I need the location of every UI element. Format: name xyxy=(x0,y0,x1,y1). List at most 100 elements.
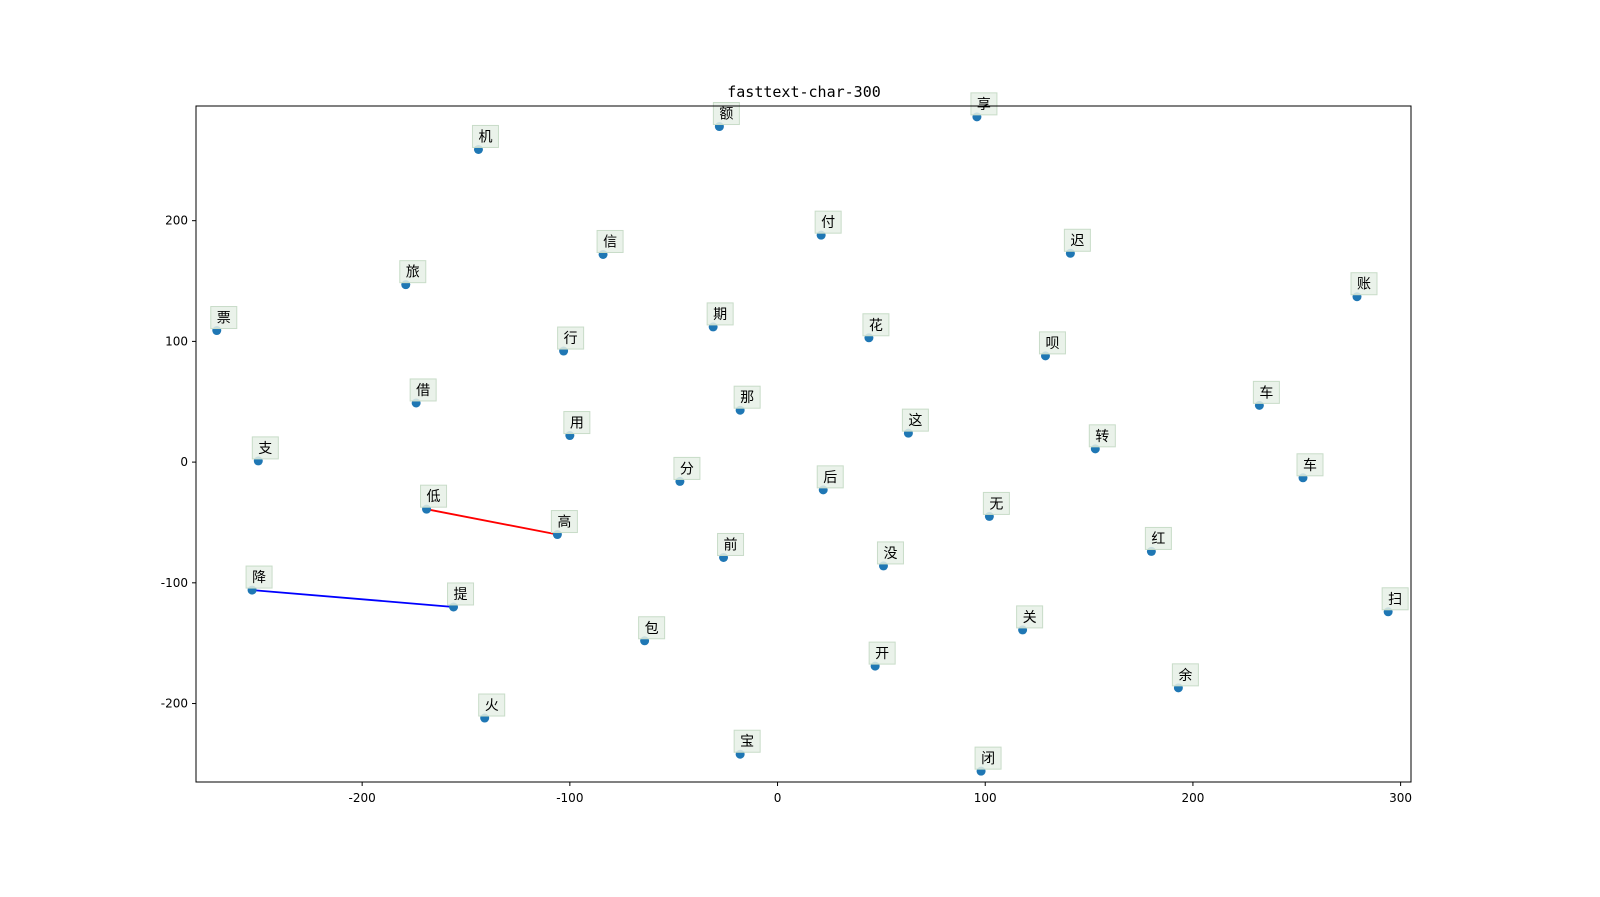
point-label-text: 车 xyxy=(1259,384,1273,401)
point-label: 花 xyxy=(862,313,890,337)
x-tick-label: 0 xyxy=(774,791,782,805)
point-label-box xyxy=(717,532,745,556)
point-label-text: 迟 xyxy=(1070,233,1084,249)
point-label-text: 票 xyxy=(217,311,231,327)
point-label-text: 转 xyxy=(1095,429,1109,445)
point-label: 用 xyxy=(563,411,591,435)
point-label-box xyxy=(1350,272,1378,296)
point-label-text: 机 xyxy=(478,129,492,145)
y-axis: -200 -100 0 100 200 xyxy=(161,214,196,711)
point-label-text: 车 xyxy=(1303,457,1317,474)
point-label: 降 xyxy=(245,565,273,589)
point-label-text: 提 xyxy=(454,587,468,603)
x-tick-label: -200 xyxy=(349,791,376,805)
point-label-box xyxy=(974,746,1002,770)
y-tick-label: -100 xyxy=(161,576,188,590)
point-label: 期 xyxy=(706,302,734,326)
point-label-box xyxy=(901,408,929,432)
point-label-box xyxy=(1144,526,1172,550)
point-label: 包 xyxy=(638,616,666,640)
x-tick-label: 300 xyxy=(1389,791,1412,805)
point-label-box xyxy=(1016,605,1044,629)
point-label-box xyxy=(1252,380,1280,404)
point-label-text: 那 xyxy=(740,390,754,406)
point-label: 红 xyxy=(1144,526,1172,550)
point-label: 开 xyxy=(868,641,896,665)
point-label-box xyxy=(876,541,904,565)
point-label: 关 xyxy=(1016,605,1044,629)
point-label-text: 后 xyxy=(823,470,837,486)
point-label-box xyxy=(706,302,734,326)
point-label-text: 没 xyxy=(883,546,897,562)
point-label-text: 旅 xyxy=(406,265,420,281)
point-label-text: 呗 xyxy=(1045,336,1059,352)
point-label-text: 宝 xyxy=(740,734,754,750)
point-label: 分 xyxy=(673,456,701,480)
point-label-box xyxy=(245,565,273,589)
point-label: 借 xyxy=(409,378,437,402)
x-tick-label: -100 xyxy=(556,791,583,805)
point-label: 享 xyxy=(970,92,998,116)
point-label-box xyxy=(1381,587,1409,611)
point-label-text: 开 xyxy=(875,646,889,662)
point-label-box xyxy=(409,378,437,402)
y-tick-label: -200 xyxy=(161,697,188,711)
point-label: 付 xyxy=(814,210,842,234)
point-label-box xyxy=(550,510,578,534)
point-label-text: 行 xyxy=(564,331,578,347)
point-label-text: 包 xyxy=(645,621,659,637)
point-label: 闭 xyxy=(974,746,1002,770)
point-label-box xyxy=(1088,424,1116,448)
point-label: 支 xyxy=(251,436,279,460)
point-label: 额 xyxy=(712,102,740,126)
point-label-text: 前 xyxy=(724,536,738,553)
point-label-box xyxy=(210,306,238,330)
chart-title: fasttext-char-300 xyxy=(727,83,881,101)
point-label: 后 xyxy=(816,465,844,489)
point-label: 转 xyxy=(1088,424,1116,448)
plot-area-frame xyxy=(195,105,1412,783)
point-label-text: 借 xyxy=(416,383,430,399)
point-label-text: 期 xyxy=(713,307,727,323)
point-label-box xyxy=(733,729,761,753)
point-label-box xyxy=(1038,331,1066,355)
y-tick-label: 100 xyxy=(165,334,188,348)
scatter-points xyxy=(212,112,1393,776)
point-label: 车 xyxy=(1296,453,1324,477)
point-label-box xyxy=(1296,453,1324,477)
point-label: 低 xyxy=(420,484,448,508)
point-label-text: 信 xyxy=(603,234,617,250)
point-label: 旅 xyxy=(399,260,427,284)
point-label-text: 扫 xyxy=(1388,592,1402,608)
point-label-text: 红 xyxy=(1151,531,1165,547)
point-label-text: 降 xyxy=(252,570,266,586)
point-label-box xyxy=(478,693,506,717)
point-label: 账 xyxy=(1350,272,1378,296)
point-label: 票 xyxy=(210,306,238,330)
point-label: 无 xyxy=(982,491,1010,515)
point-label-box xyxy=(868,641,896,665)
point-label: 高 xyxy=(550,510,578,534)
point-label: 前 xyxy=(717,532,745,556)
point-label-text: 分 xyxy=(680,461,694,477)
point-label-box xyxy=(251,436,279,460)
point-label-box xyxy=(563,411,591,435)
point-label-box xyxy=(862,313,890,337)
segment-line xyxy=(426,508,558,536)
point-label: 这 xyxy=(901,408,929,432)
y-tick-label: 200 xyxy=(165,214,188,228)
point-label-text: 高 xyxy=(557,514,571,531)
point-label-box xyxy=(1171,663,1199,687)
segment-line xyxy=(252,589,454,608)
point-label-box xyxy=(557,326,585,350)
point-label-box xyxy=(816,465,844,489)
point-label-box xyxy=(733,385,761,409)
point-label-box xyxy=(673,456,701,480)
point-label-text: 付 xyxy=(821,215,835,231)
point-label-box xyxy=(982,491,1010,515)
point-label: 迟 xyxy=(1063,228,1091,252)
x-tick-label: 200 xyxy=(1181,791,1204,805)
point-label-box xyxy=(638,616,666,640)
point-label: 行 xyxy=(557,326,585,350)
